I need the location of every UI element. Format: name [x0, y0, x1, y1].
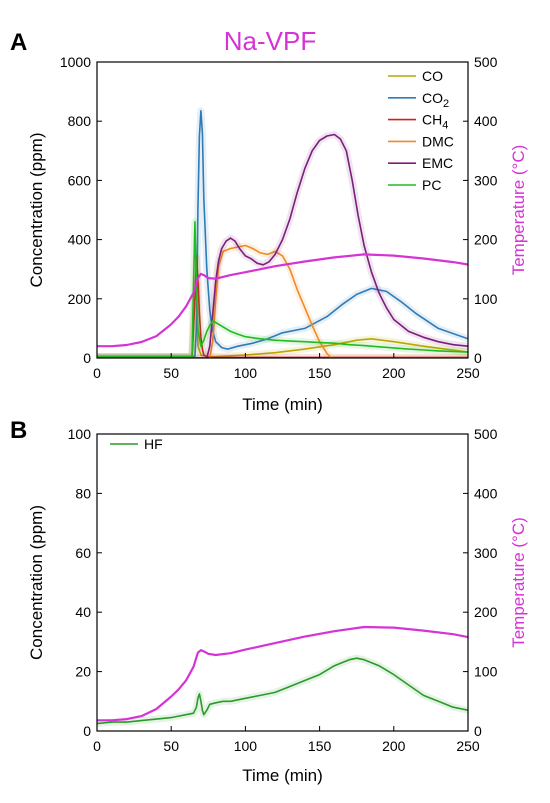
plot-frame — [96, 433, 469, 732]
series-group — [97, 107, 468, 358]
dmc-line — [97, 244, 468, 358]
y-tick-label: 400 — [68, 232, 92, 248]
y2-tick-label: 300 — [474, 545, 498, 561]
y2-tick-label: 500 — [474, 54, 498, 70]
panel-letter: B — [10, 417, 27, 444]
y2-tick-label: 300 — [474, 172, 498, 188]
y2-tick-label: 100 — [474, 664, 498, 680]
x-tick-label: 0 — [93, 365, 101, 381]
legend-label: CO — [422, 68, 443, 84]
x-tick-label: 250 — [456, 738, 480, 754]
y2-axis-label: Temperature (°C) — [509, 517, 528, 648]
y-tick-label: 80 — [75, 485, 91, 501]
y2-tick-label: 200 — [474, 604, 498, 620]
pc-line — [97, 221, 468, 358]
hf-error-band — [97, 654, 468, 728]
legend-label: HF — [144, 436, 163, 452]
legend-label: DMC — [422, 133, 454, 149]
y-tick-label: 600 — [68, 172, 92, 188]
x-tick-label: 50 — [163, 365, 179, 381]
panel-b: B0 50 100 150 200 250020406080100010020030040… — [10, 417, 528, 785]
y2-tick-label: 200 — [474, 232, 498, 248]
x-tick-label: 0 — [93, 738, 101, 754]
y2-axis-label: Temperature (°C) — [509, 145, 528, 276]
emc-line — [97, 133, 468, 358]
x-tick-label: 250 — [456, 365, 480, 381]
chart-title: Na-VPF — [224, 26, 316, 56]
y-axis-label: Concentration (ppm) — [27, 505, 46, 660]
x-axis-label: Time (min) — [242, 395, 323, 414]
x-tick-label: 100 — [234, 738, 258, 754]
legend-label: CH4 — [422, 112, 448, 132]
co2-line — [97, 110, 468, 358]
panel-letter: A — [10, 29, 27, 56]
emc-error-band — [97, 131, 468, 358]
x-axis-label: Time (min) — [242, 766, 323, 785]
y-axis-label: Concentration (ppm) — [27, 133, 46, 288]
x-tick-label: 150 — [308, 365, 332, 381]
temperature-line — [97, 253, 468, 348]
y-tick-label: 40 — [75, 604, 91, 620]
y2-tick-label: 100 — [474, 291, 498, 307]
x-tick-label: 200 — [382, 365, 406, 381]
y2-tick-label: 400 — [474, 113, 498, 129]
y-tick-label: 1000 — [60, 54, 91, 70]
y-tick-label: 100 — [68, 426, 92, 442]
y2-tick-label: 400 — [474, 485, 498, 501]
x-tick-label: 150 — [308, 738, 332, 754]
y-tick-label: 0 — [83, 350, 91, 366]
y2-tick-label: 500 — [474, 426, 498, 442]
legend-label: CO2 — [422, 90, 449, 110]
y2-tick-label: 0 — [474, 723, 482, 739]
temperature-line — [97, 625, 468, 722]
legend-label: EMC — [422, 155, 453, 171]
series-group — [97, 625, 468, 728]
y2-tick-label: 0 — [474, 350, 482, 366]
x-tick-label: 50 — [163, 738, 179, 754]
x-tick-label: 100 — [234, 365, 258, 381]
hf-line — [97, 657, 468, 725]
legend-label: PC — [422, 177, 441, 193]
x-tick-label: 200 — [382, 738, 406, 754]
y-tick-label: 20 — [75, 664, 91, 680]
y-tick-label: 800 — [68, 113, 92, 129]
y-tick-label: 60 — [75, 545, 91, 561]
y-tick-label: 200 — [68, 291, 92, 307]
y-tick-label: 0 — [83, 723, 91, 739]
plot-frame — [96, 61, 469, 359]
